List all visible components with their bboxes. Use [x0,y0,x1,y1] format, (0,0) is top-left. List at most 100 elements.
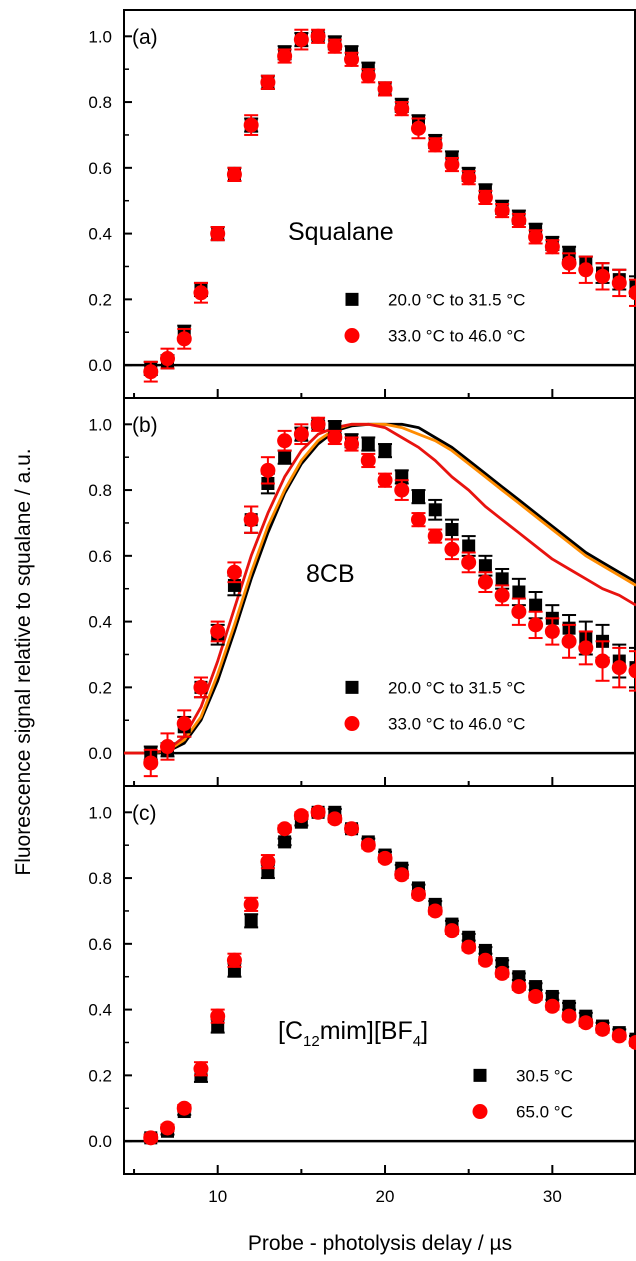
data-point [210,623,226,639]
x-tick-label: 10 [208,1187,227,1206]
data-point [377,472,393,488]
data-point [210,1008,226,1024]
data-point [293,808,309,824]
data-point [611,275,627,291]
data-point [410,120,426,136]
data-point [243,512,259,528]
data-point [260,854,276,870]
data-point [478,559,492,573]
data-point [143,1130,159,1146]
data-point [578,1015,594,1031]
data-point [528,229,544,245]
data-point [360,68,376,84]
legend-label: 65.0 °C [516,1103,573,1122]
data-point [427,903,443,919]
data-point [477,574,493,590]
legend-label: 20.0 °C to 31.5 °C [388,678,525,697]
data-point [327,429,343,445]
data-point [611,660,627,676]
data-point [461,554,477,570]
data-point [578,262,594,278]
data-point [176,1100,192,1116]
legend-label: 20.0 °C to 31.5 °C [388,290,525,309]
data-point [277,433,293,449]
y-tick-label: 0.6 [88,159,112,178]
data-point [378,444,392,458]
data-point [394,482,410,498]
data-point [361,437,375,451]
data-point [410,512,426,528]
data-point [595,653,611,669]
data-point [176,331,192,347]
legend-marker [345,680,359,694]
y-tick-label: 1.0 [88,803,112,822]
data-point [595,268,611,284]
y-tick-label: 0.2 [88,678,112,697]
data-point [360,452,376,468]
y-tick-label: 0.0 [88,744,112,763]
data-point [445,523,459,537]
data-point [344,51,360,67]
data-point [512,585,526,599]
y-tick-label: 0.4 [88,1001,112,1020]
data-point [410,887,426,903]
data-point [293,426,309,442]
panel-1: 0.0 0.2 0.4 0.6 0.8 1.0 (a) Squalane 20.0 °C to … [88,9,636,399]
y-tick-label: 0.6 [88,547,112,566]
sample-annotation: [C12mim][BF4] [278,1017,428,1050]
data-point [511,604,527,620]
legend-marker [472,1104,488,1120]
data-point [411,490,425,504]
y-tick-label: 0.4 [88,613,112,632]
legend-label: 33.0 °C to 46.0 °C [388,715,525,734]
x-tick-label: 20 [376,1187,395,1206]
data-point [511,979,527,995]
y-tick-label: 0.8 [88,481,112,500]
y-tick-label: 0.4 [88,225,112,244]
data-point [160,1120,176,1136]
data-point [193,679,209,695]
data-point [578,640,594,656]
data-point [544,239,560,255]
y-tick-label: 1.0 [88,27,112,46]
data-point [561,1008,577,1024]
data-point [611,1028,627,1044]
data-point [561,633,577,649]
data-point [444,157,460,173]
y-tick-label: 0.2 [88,290,112,309]
data-point [428,503,442,517]
data-point [628,1034,636,1050]
legend-marker [344,328,360,344]
data-point [528,617,544,633]
model-curve [124,422,636,755]
x-axis-label: Probe - photolysis delay / µs [248,1232,512,1255]
legend-label: 30.5 °C [516,1066,573,1085]
data-point [427,137,443,153]
panel-label: (b) [132,414,158,437]
y-tick-label: 0.2 [88,1066,112,1085]
data-point [327,811,343,827]
data-point [210,226,226,242]
data-point [461,170,477,186]
data-point [377,81,393,97]
data-point [628,285,636,301]
y-tick-label: 0.8 [88,869,112,888]
data-point [477,952,493,968]
data-point [494,587,510,603]
data-point [444,541,460,557]
data-point [544,623,560,639]
data-point [394,101,410,117]
panel-label: (c) [132,802,157,825]
data-point [360,837,376,853]
data-point [561,255,577,271]
plot-frame [123,785,636,1175]
data-point [344,821,360,837]
x-tick-label: 30 [543,1187,562,1206]
sample-annotation: Squalane [288,218,394,246]
legend-label: 33.0 °C to 46.0 °C [388,327,525,346]
data-point [444,923,460,939]
sample-annotation: 8CB [306,560,355,588]
data-point [544,998,560,1014]
data-point [394,867,410,883]
panel-label: (a) [132,26,158,49]
